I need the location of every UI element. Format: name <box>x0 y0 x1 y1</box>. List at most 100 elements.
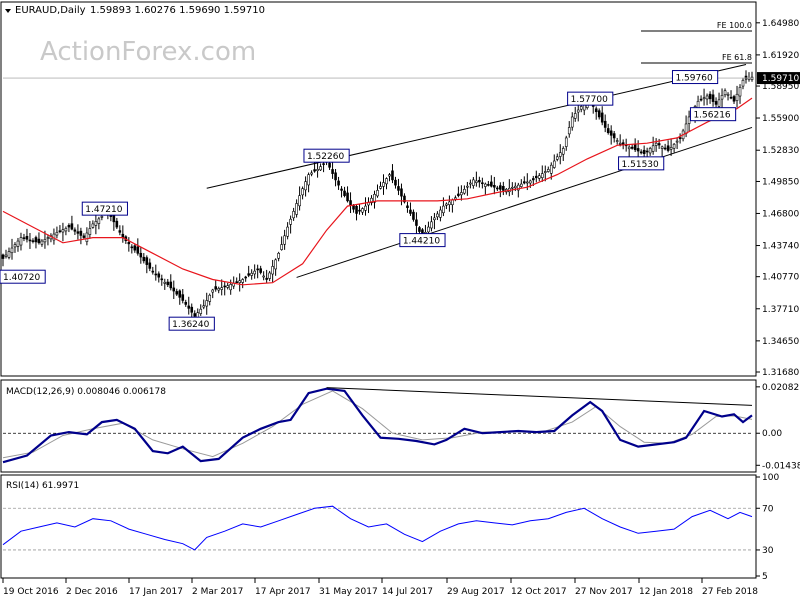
price-tick-label: 1.55900 <box>762 114 799 124</box>
candle-body <box>448 201 451 205</box>
candle-body <box>735 93 739 101</box>
candle-body <box>561 148 565 155</box>
candle-body <box>523 181 526 184</box>
candle-body <box>460 192 463 196</box>
candle-body <box>133 245 137 251</box>
candle-body <box>502 185 505 191</box>
time-tick-label: 27 Feb 2018 <box>702 587 758 597</box>
time-tick-label: 12 Oct 2017 <box>511 587 567 597</box>
candle-body <box>328 162 331 168</box>
channel-lower <box>296 126 753 278</box>
price-tick-label: 1.58950 <box>762 82 799 92</box>
candle-body <box>531 178 535 181</box>
price-tick-label: 1.46800 <box>762 209 799 219</box>
candle-body <box>148 262 152 269</box>
candle-body <box>525 181 529 184</box>
candle-body <box>436 213 439 218</box>
candle-body <box>76 231 80 234</box>
candle-body <box>433 217 436 221</box>
candle-body <box>265 277 268 280</box>
time-tick-label: 19 Oct 2016 <box>3 587 59 597</box>
candle-body <box>517 184 520 191</box>
price-tick-label: 1.52830 <box>762 146 799 156</box>
candle-body <box>139 252 143 258</box>
candle-body <box>373 194 376 203</box>
candle-body <box>636 148 640 152</box>
price-label: 1.47210 <box>85 205 122 215</box>
rsi-layer <box>2 505 753 551</box>
candle-body <box>88 228 92 235</box>
time-tick-label: 2 Dec 2016 <box>66 587 118 597</box>
candle-body <box>136 246 140 254</box>
candle-body <box>337 180 340 186</box>
candle-body <box>702 97 706 100</box>
candle-body <box>684 123 688 134</box>
candle-body <box>603 120 607 128</box>
candle-body <box>741 79 745 87</box>
price-tick-label: 1.43740 <box>762 242 799 252</box>
candle-body <box>469 182 472 185</box>
time-tick-label: 31 May 2017 <box>319 587 378 597</box>
candle-body <box>283 235 286 245</box>
candle-body <box>352 205 355 210</box>
candle-body <box>262 275 265 278</box>
candle-body <box>220 287 224 290</box>
candle-body <box>484 183 487 187</box>
candle-body <box>91 223 95 228</box>
candle-body <box>55 232 59 236</box>
candle-body <box>16 240 20 247</box>
price-tick-label: 1.64980 <box>762 19 799 29</box>
rsi-line <box>2 505 753 551</box>
candle-body <box>597 110 601 118</box>
candle-body <box>537 175 541 179</box>
candle-body <box>358 209 361 212</box>
candle-body <box>100 216 104 218</box>
candle-body <box>576 109 580 113</box>
candle-body <box>154 273 158 276</box>
price-label-box <box>168 316 215 331</box>
candle-body <box>549 164 553 174</box>
candle-body <box>223 285 227 288</box>
candle-body <box>648 148 652 154</box>
rsi-tick-label: 70 <box>762 504 774 514</box>
candle-body <box>253 270 256 275</box>
macd-tick-label: 0.020827 <box>762 383 800 393</box>
price-tick-label: 1.49850 <box>762 177 799 187</box>
candle-body <box>699 98 703 101</box>
candle-body <box>445 203 448 206</box>
axes-layer: 1.64980 1.61920 1.58950 1.55900 1.52830 1.498… <box>2 19 800 597</box>
candle-body <box>289 218 292 225</box>
candle-body <box>94 221 98 226</box>
macd-panel-frame <box>0 379 757 473</box>
rsi-tick-label: 5 <box>762 572 768 582</box>
candle-body <box>190 306 194 313</box>
candle-body <box>82 235 86 238</box>
candle-body <box>19 237 23 246</box>
candle-body <box>534 175 538 179</box>
candle-body <box>717 99 721 107</box>
candle-body <box>37 238 41 244</box>
candle-body <box>418 227 421 232</box>
symbol-label: EURAUD,Daily <box>15 5 86 16</box>
candle-body <box>28 239 32 242</box>
macd-tick-label: 0.00 <box>762 429 782 439</box>
candle-body <box>651 145 655 152</box>
candle-body <box>382 182 385 187</box>
candle-body <box>621 142 625 145</box>
candle-body <box>157 273 161 278</box>
candle-body <box>274 259 277 270</box>
candle-body <box>612 133 616 139</box>
candle-body <box>151 270 155 273</box>
candle-body <box>364 205 367 211</box>
rsi-tick-label: 100 <box>762 473 779 483</box>
candle-body <box>630 146 634 149</box>
candle-body <box>570 116 574 128</box>
candle-body <box>259 268 262 273</box>
candle-body <box>61 229 65 233</box>
candle-body <box>34 237 38 243</box>
candle-body <box>250 272 253 276</box>
candle-body <box>214 286 218 290</box>
time-tick-label: 27 Nov 2017 <box>575 587 633 597</box>
candle-body <box>163 281 167 284</box>
